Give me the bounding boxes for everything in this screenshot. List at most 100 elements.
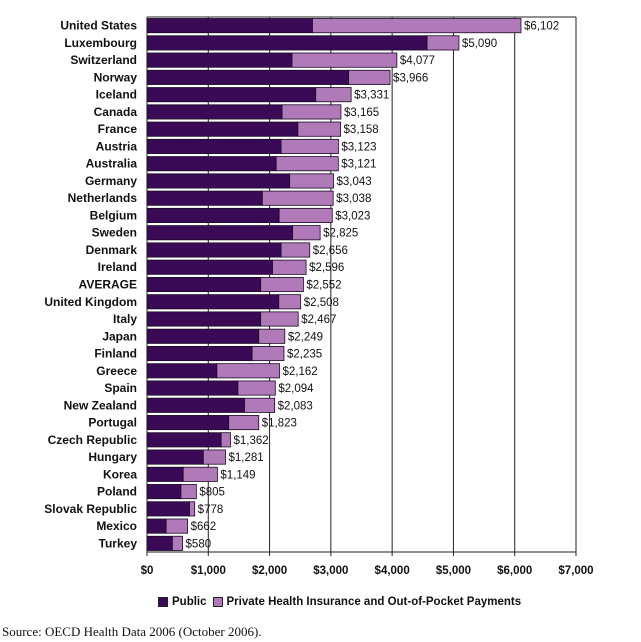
bar-public <box>146 69 350 85</box>
category-label: Poland <box>97 485 137 499</box>
bar-public <box>146 449 204 465</box>
category-label: Luxembourg <box>64 36 137 50</box>
bar-public <box>146 346 253 362</box>
total-value-label: $2,467 <box>301 314 336 326</box>
total-value-label: $5,090 <box>462 38 497 50</box>
bar-private <box>312 18 522 34</box>
bar-private <box>426 35 460 51</box>
bar-public <box>146 35 428 51</box>
bar-public <box>146 259 273 275</box>
total-value-label: $662 <box>191 521 217 533</box>
total-value-label: $778 <box>198 504 224 516</box>
bar-public <box>146 432 222 448</box>
bar-public <box>146 138 282 154</box>
bar-private <box>278 207 333 223</box>
total-value-label: $3,158 <box>344 124 379 136</box>
bar-private <box>251 346 285 362</box>
bar-private <box>182 466 218 482</box>
category-label: France <box>98 122 138 136</box>
bar-private <box>260 311 299 327</box>
total-value-label: $3,331 <box>354 90 389 102</box>
category-label: Finland <box>94 347 137 361</box>
bar-public <box>146 104 283 120</box>
bar-public <box>146 294 280 310</box>
total-value-label: $580 <box>186 538 212 550</box>
total-value-label: $3,121 <box>341 159 376 171</box>
bar-public <box>146 18 313 34</box>
category-label: Iceland <box>96 88 137 102</box>
total-value-label: $2,596 <box>309 262 344 274</box>
category-label: Czech Republic <box>48 433 138 447</box>
bar-private <box>258 328 286 344</box>
category-label: Australia <box>86 157 138 171</box>
legend-label-private: Private Health Insurance and Out-of-Pock… <box>226 596 522 608</box>
bar-private <box>348 69 391 85</box>
legend-label-public: Public <box>172 596 207 608</box>
category-label: Mexico <box>96 519 137 533</box>
bar-private <box>220 432 231 448</box>
category-label: Switzerland <box>70 53 137 67</box>
bar-public <box>146 311 262 327</box>
bar-public <box>146 535 173 551</box>
bar-public <box>146 484 182 500</box>
legend: Public Private Health Insurance and Out-… <box>158 596 521 608</box>
bar-private <box>180 484 197 500</box>
category-label: AVERAGE <box>79 278 137 292</box>
category-label: Germany <box>85 174 137 188</box>
bar-private <box>278 294 302 310</box>
bar-private <box>292 225 321 241</box>
total-value-label: $2,162 <box>282 366 317 378</box>
total-value-label: $1,362 <box>233 435 268 447</box>
total-value-label: $2,094 <box>278 383 314 395</box>
category-label: Slovak Republic <box>44 502 137 516</box>
bar-public <box>146 207 280 223</box>
bar-private <box>165 518 188 534</box>
category-label: Hungary <box>88 450 137 464</box>
total-value-label: $2,508 <box>304 297 339 309</box>
category-label: Korea <box>103 467 137 481</box>
category-label: Sweden <box>92 226 137 240</box>
category-label: Belgium <box>90 208 137 222</box>
bar-public <box>146 121 299 137</box>
bar-private <box>291 52 398 68</box>
bar-public <box>146 466 184 482</box>
total-value-label: $1,823 <box>262 418 297 430</box>
x-tick-label: $6,000 <box>497 565 532 577</box>
total-value-label: $2,825 <box>323 228 358 240</box>
bar-public <box>146 380 239 396</box>
total-value-label: $6,102 <box>524 21 559 33</box>
total-value-label: $2,249 <box>288 331 323 343</box>
total-value-label: $2,552 <box>306 280 341 292</box>
bar-private <box>297 121 341 137</box>
total-value-label: $3,966 <box>393 72 428 84</box>
total-value-label: $3,165 <box>344 107 379 119</box>
total-value-label: $3,043 <box>336 176 371 188</box>
category-label: Turkey <box>99 536 138 550</box>
category-label: Netherlands <box>68 191 138 205</box>
bar-private <box>189 501 196 517</box>
bar-public <box>146 328 260 344</box>
x-tick-label: $4,000 <box>375 565 410 577</box>
bar-private <box>260 276 304 293</box>
category-label: Italy <box>113 312 137 326</box>
category-label: United States <box>60 19 137 33</box>
bar-public <box>146 242 282 258</box>
x-tick-label: $5,000 <box>436 565 471 577</box>
bar-public <box>146 397 245 413</box>
total-value-label: $3,038 <box>336 193 371 205</box>
bar-private <box>244 397 276 413</box>
category-label: United Kingdom <box>44 295 137 309</box>
bar-private <box>280 242 311 258</box>
bar-public <box>146 156 277 172</box>
x-tick-label: $7,000 <box>558 565 593 577</box>
x-tick-label: $1,000 <box>191 565 226 577</box>
category-label: Denmark <box>86 243 138 257</box>
x-tick-label: $2,000 <box>252 565 287 577</box>
total-value-label: $3,023 <box>335 210 370 222</box>
total-value-label: $2,235 <box>287 349 322 361</box>
bar-private <box>171 535 183 551</box>
bar-private <box>228 415 260 431</box>
bar-public <box>146 501 190 517</box>
bar-private <box>281 104 342 120</box>
category-label: Spain <box>104 381 137 395</box>
